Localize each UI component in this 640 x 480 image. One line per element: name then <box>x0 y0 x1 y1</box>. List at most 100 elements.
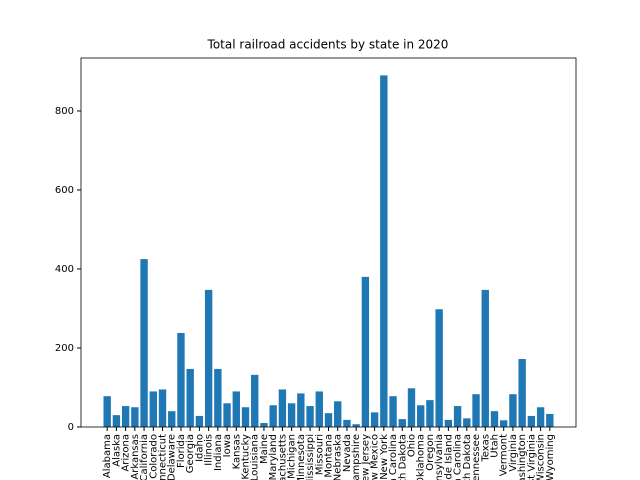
bar <box>352 424 360 427</box>
bar <box>112 415 121 427</box>
x-tick-label: New Hampshire <box>351 434 362 480</box>
bar <box>417 405 425 427</box>
x-tick-label: New Jersey <box>360 434 371 480</box>
y-tick-label: 400 <box>55 264 74 275</box>
x-tick-label: West Virginia <box>526 434 537 480</box>
bar <box>453 406 462 427</box>
y-tick-label: 600 <box>55 185 74 196</box>
y-tick-label: 200 <box>55 343 74 354</box>
x-tick-label: Montana <box>324 434 335 478</box>
bar <box>315 391 323 427</box>
bar <box>287 403 296 427</box>
bar <box>509 394 517 427</box>
x-tick-label: Nevada <box>342 434 353 472</box>
x-tick-label: Louisiana <box>250 434 261 480</box>
x-tick-label: South Carolina <box>453 434 464 480</box>
bar <box>527 415 536 427</box>
bar <box>195 415 204 427</box>
bar <box>518 359 526 427</box>
x-tick-label: Utah <box>489 434 500 458</box>
bar <box>214 368 222 427</box>
bar <box>536 407 545 427</box>
bar <box>260 423 268 427</box>
x-tick-label: New Mexico <box>370 434 381 480</box>
bar <box>103 396 111 427</box>
plot-frame <box>80 57 577 428</box>
x-tick-label: Georgia <box>185 434 196 473</box>
x-tick-label: Connecticut <box>158 434 169 480</box>
bar <box>398 419 406 427</box>
x-tick-label: Michigan <box>287 434 298 479</box>
x-tick-label: Oklahoma <box>416 434 427 480</box>
x-tick-label: South Dakota <box>462 434 473 480</box>
x-tick-label: Virginia <box>508 434 519 472</box>
x-tick-label: North Dakota <box>397 434 408 480</box>
x-tick-label: Missouri <box>314 434 325 475</box>
bar <box>324 413 333 427</box>
bar <box>251 374 259 427</box>
x-tick-label: Alabama <box>102 434 113 478</box>
x-tick-label: Washington <box>517 434 528 480</box>
bar <box>380 75 388 427</box>
bar <box>389 396 397 427</box>
bar <box>131 407 139 427</box>
x-tick-label: Arizona <box>121 434 132 472</box>
y-tick-label: 0 <box>68 422 74 433</box>
bar <box>334 401 342 427</box>
x-tick-label: Alaska <box>111 434 122 467</box>
x-tick-label: Kansas <box>231 434 242 469</box>
x-tick-label: California <box>139 434 150 480</box>
x-tick-label: Rhode Island <box>443 434 454 480</box>
x-tick-label: Kentucky <box>241 434 252 480</box>
x-tick-label: New York <box>379 434 390 480</box>
bar <box>343 419 351 427</box>
x-tick-label: Minnesota <box>296 434 307 480</box>
bar <box>426 400 434 427</box>
bar <box>168 411 176 427</box>
bar <box>232 391 240 427</box>
bar <box>223 403 231 427</box>
bar <box>306 406 314 427</box>
x-tick-label: Nebraska <box>333 434 344 480</box>
bar <box>407 388 416 427</box>
bar <box>361 276 370 427</box>
bar <box>490 411 499 427</box>
bar <box>472 394 480 427</box>
y-tick-label: 800 <box>55 106 74 117</box>
x-tick-label: Maine <box>259 434 270 464</box>
bar <box>121 406 130 427</box>
x-tick-label: Wisconsin <box>536 434 547 480</box>
bar <box>297 393 305 427</box>
bar <box>546 413 554 427</box>
x-tick-label: Oregon <box>425 434 436 471</box>
x-tick-label: Pennsylvania <box>434 434 445 480</box>
bar <box>278 389 287 427</box>
chart-title: Total railroad accidents by state in 202… <box>207 38 449 52</box>
x-tick-label: Maryland <box>268 434 279 480</box>
x-tick-label: Texas <box>480 434 491 463</box>
bar <box>241 407 250 427</box>
x-tick-label: Delaware <box>167 434 178 480</box>
bar <box>370 412 379 427</box>
bar <box>435 309 443 427</box>
x-tick-label: Colorado <box>148 434 159 479</box>
x-tick-label: Illinois <box>204 434 215 466</box>
x-tick-label: Florida <box>176 434 187 468</box>
bar <box>140 259 148 427</box>
bar <box>481 289 489 427</box>
bar <box>204 289 213 427</box>
x-tick-label: Ohio <box>406 434 417 457</box>
x-tick-label: Wyoming <box>545 434 556 480</box>
x-tick-label: Arkansas <box>130 434 141 480</box>
bar <box>158 389 167 427</box>
x-tick-label: Mississippi <box>305 434 316 480</box>
bar <box>444 419 453 427</box>
x-tick-label: Idaho <box>194 434 205 462</box>
x-tick-label: Iowa <box>222 434 233 457</box>
bar <box>463 418 471 427</box>
bar <box>177 332 185 427</box>
bar <box>149 391 157 427</box>
x-tick-label: Indiana <box>213 434 224 471</box>
bar <box>269 405 277 427</box>
